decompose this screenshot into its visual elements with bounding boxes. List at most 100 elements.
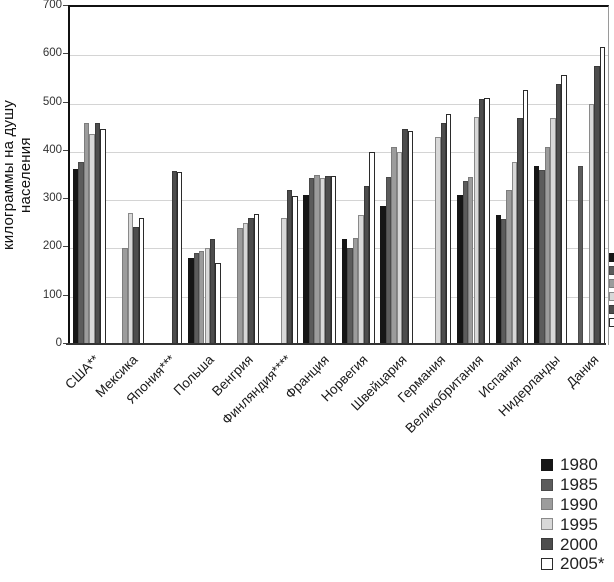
bar-2000-5 <box>286 189 293 345</box>
legend-swatch-icon <box>541 518 553 531</box>
legend-item: 1995 <box>541 514 604 534</box>
y-tick-mark <box>63 343 68 344</box>
bar-1995-0 <box>89 133 95 345</box>
bar-2000-4 <box>248 218 254 345</box>
bar-1990-6 <box>314 175 320 345</box>
gridline <box>70 55 608 57</box>
bar-2005-6 <box>330 176 337 345</box>
bar-1990-8 <box>391 147 397 345</box>
bar-1985-7 <box>347 248 353 345</box>
y-axis-title: килограммы на душу населения <box>0 99 34 251</box>
bar-1980-10 <box>457 195 463 345</box>
y-tick-mark <box>63 246 68 248</box>
bar-1980-7 <box>341 238 348 345</box>
bar-1985-6 <box>308 178 315 345</box>
bar-1995-9 <box>435 137 441 345</box>
bar-2000-3 <box>209 238 216 345</box>
bar-1990-4 <box>237 227 243 345</box>
bar-1990-11 <box>506 190 512 345</box>
bar-1980-12 <box>534 166 540 345</box>
bar-2005-5 <box>292 196 298 345</box>
bar-2000-12 <box>555 84 562 345</box>
bar-2005-10 <box>484 97 490 345</box>
gridline <box>70 103 608 105</box>
bar-1990-3 <box>199 250 205 345</box>
clipped-legend-swatch-icon <box>609 266 614 275</box>
clipped-legend-swatch-icon <box>609 279 614 288</box>
bar-2005-12 <box>561 74 567 345</box>
bar-2000-0 <box>94 122 101 345</box>
y-tick-label: 600 <box>42 47 62 60</box>
bar-1990-10 <box>468 176 474 345</box>
legend-item: 2000 <box>541 534 604 554</box>
bar-1990-12 <box>544 147 551 345</box>
bar-1985-0 <box>78 161 84 345</box>
bar-2000-10 <box>478 98 485 345</box>
legend-item: 2005* <box>541 554 604 574</box>
legend-item: 1990 <box>541 495 604 515</box>
y-tick-label: 700 <box>42 0 62 11</box>
bar-1980-8 <box>380 205 386 345</box>
bar-2000-1 <box>133 227 139 345</box>
bar-1990-1 <box>122 248 128 345</box>
bar-1995-8 <box>396 151 403 345</box>
legend-item: 1980 <box>541 455 604 475</box>
gridline <box>70 200 608 202</box>
bar-1995-10 <box>473 117 479 345</box>
clipped-legend-swatch-icon <box>609 292 614 301</box>
y-tick-label: 500 <box>42 95 62 108</box>
y-tick-mark <box>63 53 68 55</box>
legend-label: 1990 <box>560 494 598 514</box>
clipped-legend-swatch-icon <box>609 318 614 327</box>
bar-2005-8 <box>407 130 413 345</box>
bar-1995-11 <box>511 161 518 345</box>
x-label-3: Польша <box>171 352 218 399</box>
bar-1980-11 <box>495 214 502 345</box>
bar-2005-7 <box>369 151 375 345</box>
legend-label: 1980 <box>560 455 598 475</box>
bar-1995-3 <box>204 248 210 345</box>
y-tick-label: 200 <box>42 240 62 253</box>
bar-2000-11 <box>517 118 523 345</box>
bar-1980-6 <box>303 195 309 345</box>
bar-2005-2 <box>176 172 183 345</box>
gridline <box>70 151 608 153</box>
bar-1995-7 <box>358 214 364 345</box>
bar-1985-10 <box>462 180 469 345</box>
bar-2000-13 <box>594 65 600 345</box>
gridline <box>70 296 608 298</box>
legend-label: 1995 <box>560 514 598 534</box>
bar-1980-3 <box>188 258 194 345</box>
bar-1995-6 <box>319 178 326 345</box>
legend-swatch-icon <box>541 478 553 491</box>
y-tick-label: 400 <box>42 143 62 156</box>
bar-2005-3 <box>215 262 221 345</box>
bar-1985-11 <box>501 219 507 345</box>
legend-label: 2005* <box>560 554 605 574</box>
bar-1985-12 <box>539 170 545 345</box>
bar-2005-11 <box>522 90 529 345</box>
legend-swatch-icon <box>541 498 553 511</box>
bar-2005-4 <box>253 213 260 345</box>
plot-area <box>68 5 609 345</box>
legend-swatch-icon <box>541 557 553 570</box>
bar-2005-1 <box>138 218 144 345</box>
bar-1990-0 <box>83 122 90 345</box>
bar-1990-7 <box>352 237 359 345</box>
y-tick-label: 0 <box>55 337 62 349</box>
bar-1995-5 <box>281 218 287 345</box>
bar-2005-13 <box>599 47 606 345</box>
legend: 1980 1985 1990 1995 2000 2005* <box>541 455 604 574</box>
y-tick-mark <box>63 149 68 151</box>
y-tick-label: 100 <box>42 288 62 301</box>
bar-1995-13 <box>588 103 595 345</box>
bar-2000-2 <box>171 171 177 345</box>
gridline <box>70 248 608 250</box>
y-tick-mark <box>63 198 68 200</box>
bar-1985-3 <box>193 253 200 345</box>
bar-2000-7 <box>363 185 370 345</box>
bar-2000-9 <box>440 122 446 345</box>
legend-swatch-icon <box>541 538 553 551</box>
clipped-legend-swatch-icon <box>609 305 614 314</box>
